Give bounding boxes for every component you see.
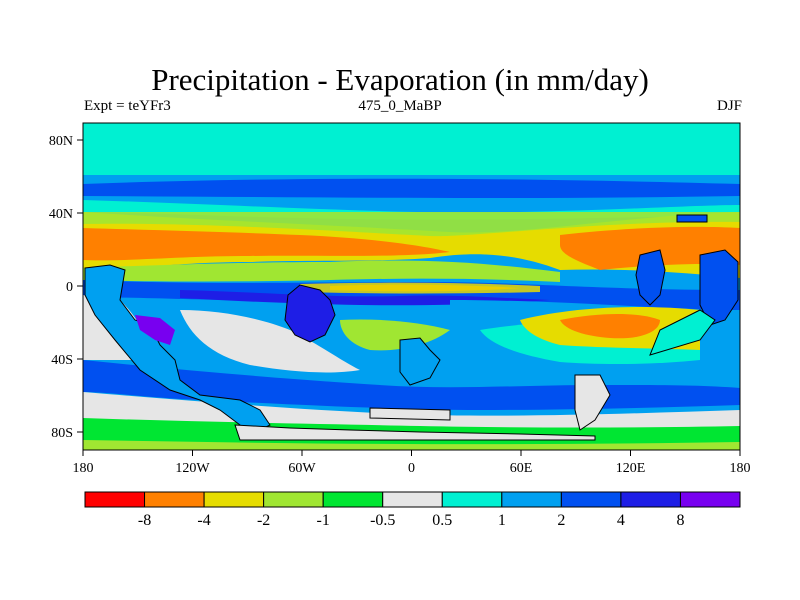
colorbar-swatch [501,491,562,508]
lon-tick-label: 120E [616,461,646,476]
lon-tick-label: 180 [730,461,751,476]
equatorial-green [83,260,560,282]
colorbar-swatch [441,491,503,508]
lon-tick-label: 0 [408,461,415,476]
colorbar-label: 8 [676,512,684,529]
west-continent-extreme [135,315,175,345]
colorbar-swatch [203,491,265,508]
west-continent [84,264,271,436]
colorbar-swatch [620,491,681,508]
season-label: DJF [716,98,742,114]
southern-ice-shelf [369,407,451,421]
colorbar-swatch [263,491,324,508]
colorbar-swatch [382,491,443,508]
east-peninsula [649,309,716,356]
south-atlantic-island [399,337,441,386]
central-continent [284,284,336,343]
colorbar-swatch [144,491,205,508]
lat-axis: 80N 40N 0 40S 80S [49,134,83,441]
lon-tick-label: 60W [288,461,316,476]
colorbar-swatch [322,491,384,508]
lat-tick-label: 80S [51,426,73,441]
north-green-band [83,212,740,237]
colorbar-label: -2 [257,512,270,529]
north-atlantic-dry-core [83,228,450,261]
colorbar: -8 -4 -2 -1 -0.5 0.5 1 2 4 8 [84,491,741,529]
colorbar-label: -8 [138,512,151,529]
north-pacific-island [676,214,708,223]
north-pacific-dry-core [560,226,740,270]
field-layer [83,123,740,450]
colorbar-label: 1 [498,512,506,529]
lon-tick-label: 180 [73,461,94,476]
east-island [635,249,666,306]
colorbar-label: 0.5 [432,512,452,529]
antarctic-lightgreen [83,440,740,450]
experiment-label: Expt = teYFr3 [84,98,171,114]
lon-tick-label: 120W [175,461,210,476]
lat-tick-label: 0 [66,280,73,295]
far-east-continent [699,249,739,326]
colorbar-label: 2 [557,512,565,529]
north-storm-track [83,178,740,199]
lon-tick-label: 60E [510,461,533,476]
colorbar-label: -1 [317,512,330,529]
plot-title: Precipitation - Evaporation (in mm/day) [151,62,649,97]
colorbar-label: -4 [197,512,210,529]
south-indian-dry-core [560,314,660,339]
colorbar-swatch [560,491,622,508]
south-east-continent [574,374,611,431]
south-grey-mid [180,310,360,373]
antarctic-coast [234,424,596,441]
colorbar-label: -0.5 [370,512,395,529]
colorbar-swatch [84,491,146,508]
lat-tick-label: 40S [51,353,73,368]
colorbar-swatch [679,491,741,508]
lon-axis: 180 120W 60W 0 60E 120E 180 [73,450,751,476]
equatorial-yellow-strip [300,282,540,294]
arctic-band [83,123,740,175]
colorbar-label: 4 [617,512,625,529]
time-label: 475_0_MaBP [358,98,442,114]
lat-tick-label: 40N [49,207,73,222]
lat-tick-label: 80N [49,134,73,149]
